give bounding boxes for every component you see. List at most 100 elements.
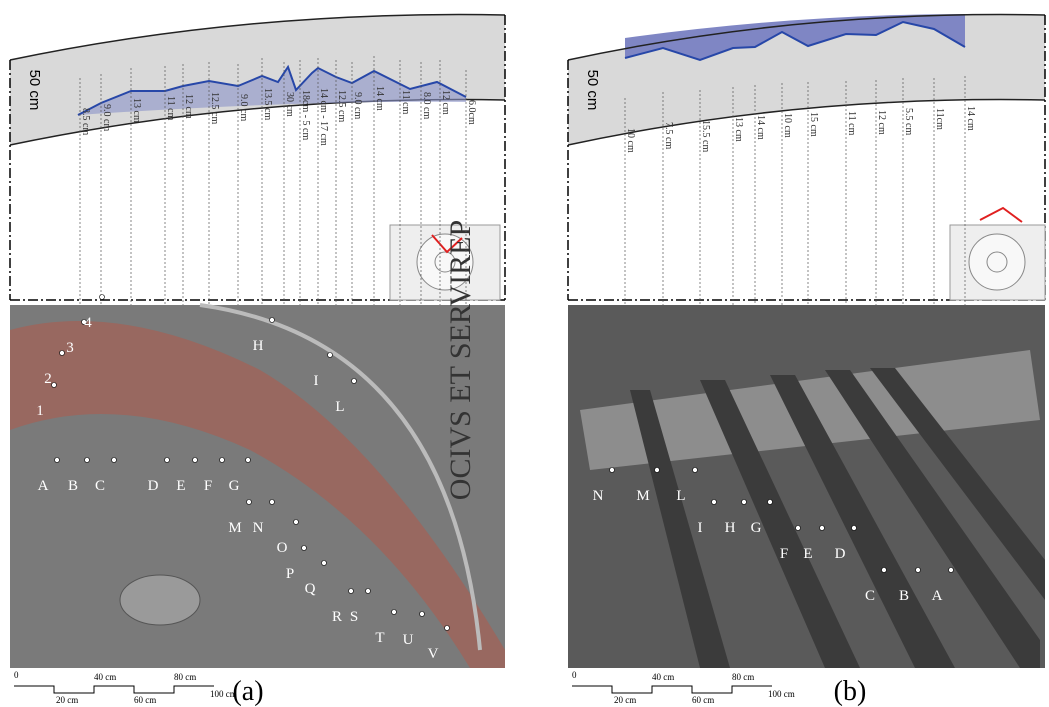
point-marker	[55, 458, 60, 463]
point-marker	[610, 468, 615, 473]
scale-label: 80 cm	[732, 672, 754, 682]
point-label: A	[932, 588, 943, 604]
point-marker	[916, 568, 921, 573]
scale-label: 80 cm	[174, 672, 196, 682]
point-marker	[220, 458, 225, 463]
point-label: U	[403, 632, 414, 648]
point-marker	[420, 612, 425, 617]
measurement-label: 14 cm - 17 cm	[318, 88, 329, 146]
measurement-label: 9.0 cm	[352, 92, 363, 119]
point-label: F	[780, 546, 788, 562]
point-marker	[852, 526, 857, 531]
point-label: R	[332, 609, 342, 625]
measurement-label: 13 cm	[131, 98, 142, 123]
measurement-label: 18cm - 5 cm	[300, 90, 311, 140]
point-label: T	[375, 630, 384, 646]
point-label: O	[277, 540, 288, 556]
measurement-label: 7.5 cm	[663, 122, 674, 149]
point-label: H	[725, 520, 736, 536]
point-label: G	[229, 478, 240, 494]
point-label: B	[68, 478, 78, 494]
measurement-label: 11 cm	[165, 96, 176, 121]
point-label: 3	[66, 340, 74, 356]
point-marker	[100, 295, 105, 300]
measurement-label: 11 cm	[846, 111, 857, 136]
scale-label: 40 cm	[652, 672, 674, 682]
point-label: E	[176, 478, 185, 494]
point-label: 1	[36, 403, 44, 419]
point-marker	[193, 458, 198, 463]
point-label: D	[148, 478, 159, 494]
scale-label: 100 cm	[768, 689, 795, 699]
point-label: 2	[44, 371, 52, 387]
point-marker	[882, 568, 887, 573]
point-label: N	[593, 488, 604, 504]
point-label: S	[350, 609, 358, 625]
measurement-label: 14 cm	[965, 106, 976, 131]
point-marker	[165, 458, 170, 463]
point-marker	[85, 458, 90, 463]
point-label: I	[698, 520, 703, 536]
point-label: N	[253, 520, 264, 536]
panel-label: (b)	[834, 676, 867, 707]
measurement-label: 12.5 cm	[209, 92, 220, 124]
point-marker	[366, 589, 371, 594]
axis-label: 50 cm	[584, 70, 601, 111]
point-label: Q	[305, 581, 316, 597]
point-marker	[949, 568, 954, 573]
scale-label: 0	[572, 670, 577, 680]
axis-label: 50 cm	[26, 70, 43, 111]
point-marker	[247, 500, 252, 505]
measurement-label: 11cm	[934, 108, 945, 130]
point-marker	[322, 561, 327, 566]
point-marker	[246, 458, 251, 463]
point-marker	[768, 500, 773, 505]
point-marker	[742, 500, 747, 505]
measurement-label: 11 cm	[400, 90, 411, 115]
point-marker	[392, 610, 397, 615]
measurement-label: 13 cm	[733, 117, 744, 142]
measurement-label: 30 cm	[284, 92, 295, 117]
point-marker	[712, 500, 717, 505]
point-marker	[270, 318, 275, 323]
measurement-label: 9.0 cm	[101, 104, 112, 131]
wall-inscription: OCIVS ET SERVIREP	[444, 220, 477, 500]
measurement-label: 12.5 cm	[336, 90, 347, 122]
point-marker	[294, 520, 299, 525]
measurement-label: 15.5 cm	[700, 120, 711, 152]
figure: 50 cm 50 cm OCIVS ET SERVIREP (a) (b) 8.…	[0, 0, 1049, 707]
point-label: L	[335, 399, 344, 415]
measurement-label: 14 cm	[374, 86, 385, 111]
measurement-label: 12 cm	[876, 110, 887, 135]
point-label: F	[204, 478, 212, 494]
point-marker	[52, 383, 57, 388]
point-marker	[60, 351, 65, 356]
panel-label: (a)	[232, 676, 263, 707]
point-label: P	[286, 566, 294, 582]
point-marker	[302, 546, 307, 551]
measurement-label: 12 cm	[183, 94, 194, 119]
point-label: B	[899, 588, 909, 604]
point-label: G	[751, 520, 762, 536]
measurement-label: 10 cm	[625, 128, 636, 153]
point-label: C	[865, 588, 875, 604]
point-marker	[328, 353, 333, 358]
measurement-label: 9.0 cm	[238, 94, 249, 121]
point-marker	[270, 500, 275, 505]
measurement-label: 8.5 cm	[80, 108, 91, 135]
point-label: I	[314, 373, 319, 389]
point-label: 4	[84, 315, 92, 331]
point-label: C	[95, 478, 105, 494]
point-label: M	[228, 520, 241, 536]
scale-bar	[572, 686, 772, 693]
point-label: L	[676, 488, 685, 504]
scale-label: 0	[14, 670, 19, 680]
point-marker	[820, 526, 825, 531]
scale-label: 60 cm	[692, 695, 714, 705]
measurement-label: 13.5 cm	[262, 88, 273, 120]
scale-label: 20 cm	[56, 695, 78, 705]
point-marker	[445, 626, 450, 631]
measurement-label: 8.0 cm	[421, 92, 432, 119]
measurement-label: 6.0cm	[466, 100, 477, 125]
point-label: H	[253, 338, 264, 354]
